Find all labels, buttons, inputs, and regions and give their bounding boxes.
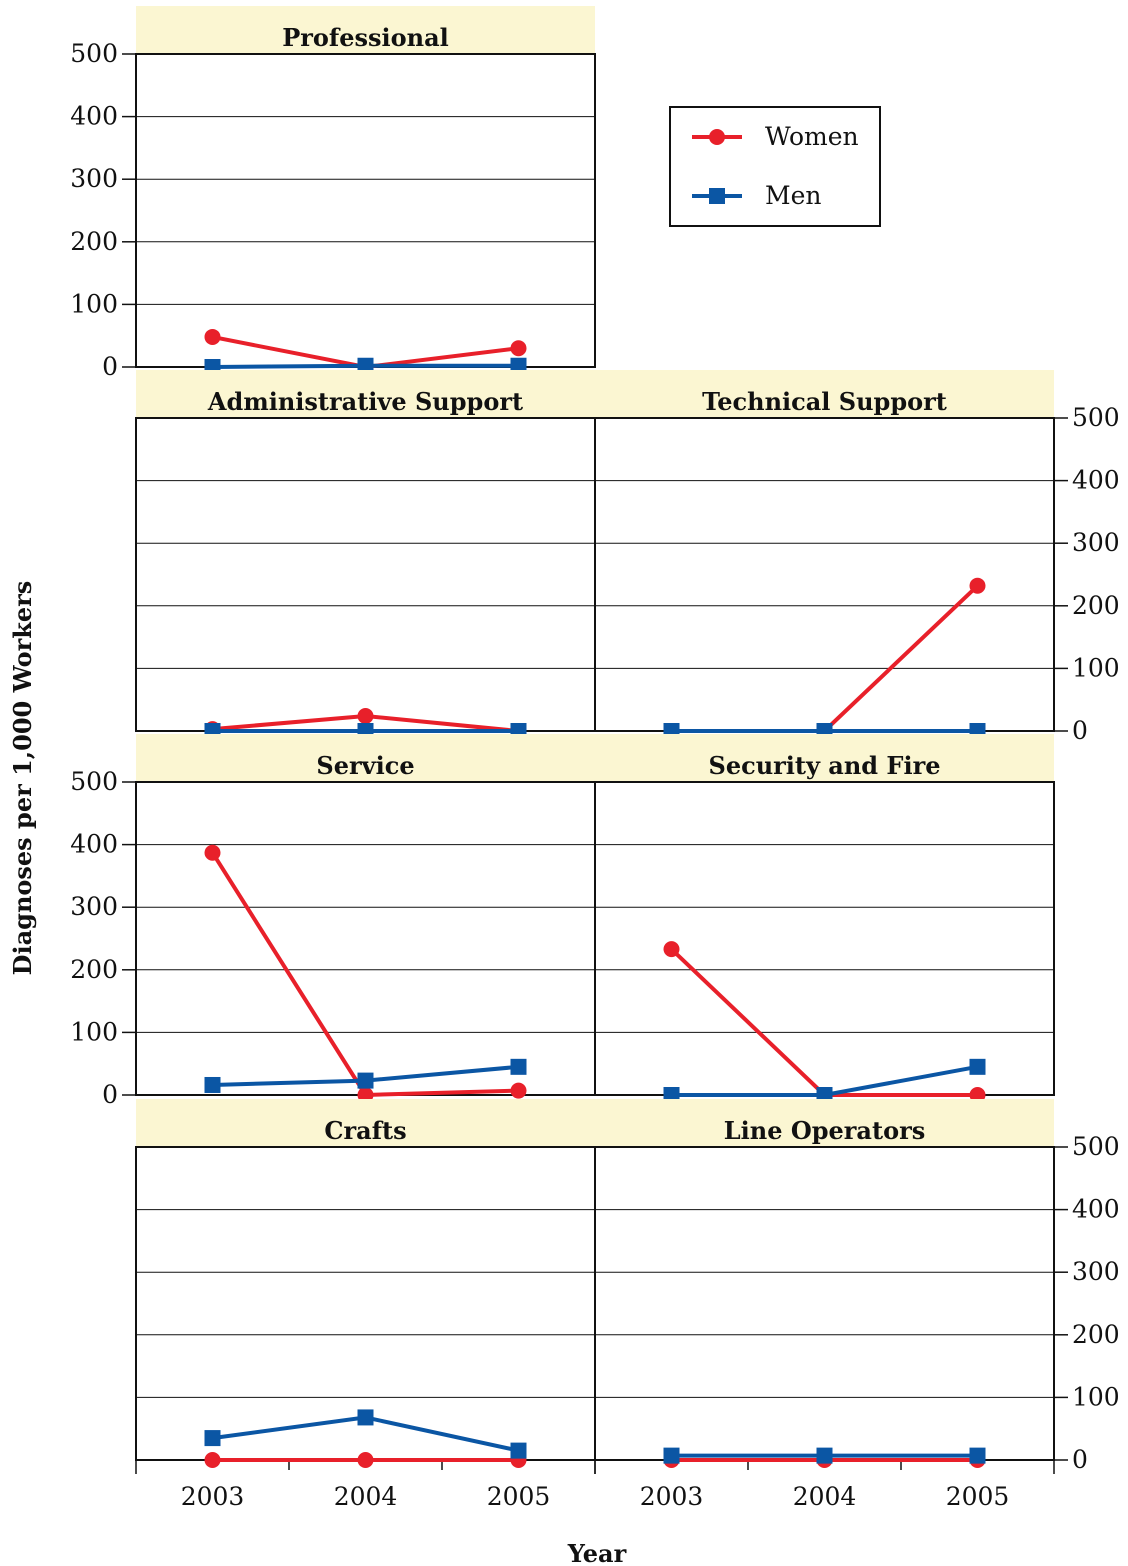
point-men — [357, 1072, 374, 1089]
series-line-women — [670, 947, 978, 1097]
y-tick-label: 200 — [70, 955, 118, 984]
panel-title: Administrative Support — [207, 387, 523, 416]
panel-title: Security and Fire — [708, 751, 940, 780]
legend: Women Men — [669, 106, 881, 227]
x-tick-label: 2004 — [793, 1482, 857, 1511]
panel-title-strip — [595, 1099, 1054, 1147]
y-tick-label: 500 — [1072, 1132, 1120, 1161]
x-tick-label: 2003 — [640, 1482, 704, 1511]
y-tick-label: 400 — [70, 830, 118, 859]
panel-frame — [135, 417, 596, 732]
y-tick-label: 500 — [1072, 403, 1120, 432]
y-axis-label: Diagnoses per 1,000 Workers — [8, 581, 37, 976]
point-women — [204, 328, 221, 345]
point-men — [510, 1058, 527, 1075]
panel-frame — [135, 53, 596, 368]
x-axis-label: Year — [567, 1539, 627, 1566]
panel-title-strip — [136, 6, 595, 54]
panel-title-strip — [136, 1099, 595, 1147]
y-tick-label: 300 — [1072, 528, 1120, 557]
point-women — [357, 707, 374, 724]
panel-title: Service — [316, 751, 414, 780]
point-men — [969, 1058, 986, 1075]
x-tick-label: 2005 — [487, 1482, 551, 1511]
y-tick-label: 300 — [1072, 1257, 1120, 1286]
y-tick-label: 500 — [70, 767, 118, 796]
y-tick-label: 300 — [70, 892, 118, 921]
y-tick-label: 500 — [70, 39, 118, 68]
y-tick-label: 100 — [1072, 1382, 1120, 1411]
point-men — [204, 1076, 221, 1093]
point-women — [357, 1452, 374, 1468]
panel-title: Professional — [282, 23, 449, 52]
panel-frame — [135, 781, 596, 1096]
panel-crafts: Crafts 2003 2004 2005 — [135, 1099, 596, 1511]
panel-technical-support: Technical Support 0 100 200 300 400 500 — [594, 370, 1120, 745]
panel-professional: Professional 0 100 200 300 400 500 — [70, 6, 596, 381]
panel-line-operators: Line Operators 0 100 200 300 400 500 2003 2004 20… — [594, 1099, 1120, 1511]
point-men — [663, 1447, 680, 1464]
panel-frame — [594, 417, 1055, 732]
panel-title: Line Operators — [724, 1116, 925, 1145]
panel-title: Crafts — [324, 1116, 406, 1145]
y-tick-label: 0 — [102, 352, 118, 381]
y-tick-label: 100 — [1072, 653, 1120, 682]
point-men — [357, 1409, 374, 1426]
point-men — [969, 1447, 986, 1464]
point-men — [510, 357, 527, 374]
y-tick-label: 200 — [70, 227, 118, 256]
y-tick-label: 200 — [1072, 1320, 1120, 1349]
point-women — [510, 1082, 527, 1099]
panel-title-strip — [595, 370, 1054, 418]
y-tick-label: 0 — [1072, 716, 1088, 745]
y-tick-label: 0 — [102, 1080, 118, 1109]
panel-title-strip — [136, 734, 595, 782]
y-tick-label: 400 — [1072, 466, 1120, 495]
y-tick-label: 400 — [70, 102, 118, 131]
y-tick-label: 100 — [70, 289, 118, 318]
y-tick-label: 100 — [70, 1017, 118, 1046]
legend-women-label: Women — [765, 122, 859, 151]
panel-title-strip — [595, 734, 1054, 782]
point-men — [357, 357, 374, 374]
x-tick-label: 2005 — [946, 1482, 1010, 1511]
chart-panels: Professional0100200300400500Administrati… — [70, 6, 1120, 1511]
legend-men-marker — [709, 188, 725, 204]
legend-women-marker — [709, 129, 725, 145]
legend-men-label: Men — [765, 181, 822, 210]
panel-frame — [594, 781, 1055, 1096]
panel-title: Technical Support — [702, 387, 947, 416]
point-men — [204, 1430, 221, 1447]
point-men — [816, 1447, 833, 1464]
y-tick-label: 400 — [1072, 1195, 1120, 1224]
y-tick-label: 300 — [70, 164, 118, 193]
series-line-women — [671, 584, 979, 733]
panel-service: Service 0 100 200 300 400 500 — [70, 734, 596, 1109]
point-men — [510, 1442, 527, 1459]
x-tick-label: 2004 — [334, 1482, 398, 1511]
panel-administrative-support: Administrative Support — [135, 370, 596, 739]
x-tick-label: 2003 — [181, 1482, 245, 1511]
point-women — [204, 1452, 221, 1468]
legend-frame — [669, 106, 881, 227]
panel-security-and-fire: Security and Fire — [594, 734, 1055, 1103]
y-tick-label: 200 — [1072, 591, 1120, 620]
panel-frame — [594, 1146, 1055, 1461]
point-women — [510, 340, 527, 357]
point-women — [663, 941, 680, 958]
point-women — [969, 577, 986, 594]
panel-title-strip — [136, 370, 595, 418]
series-line-women — [210, 851, 519, 1098]
y-tick-label: 0 — [1072, 1445, 1088, 1474]
point-women — [204, 844, 221, 861]
